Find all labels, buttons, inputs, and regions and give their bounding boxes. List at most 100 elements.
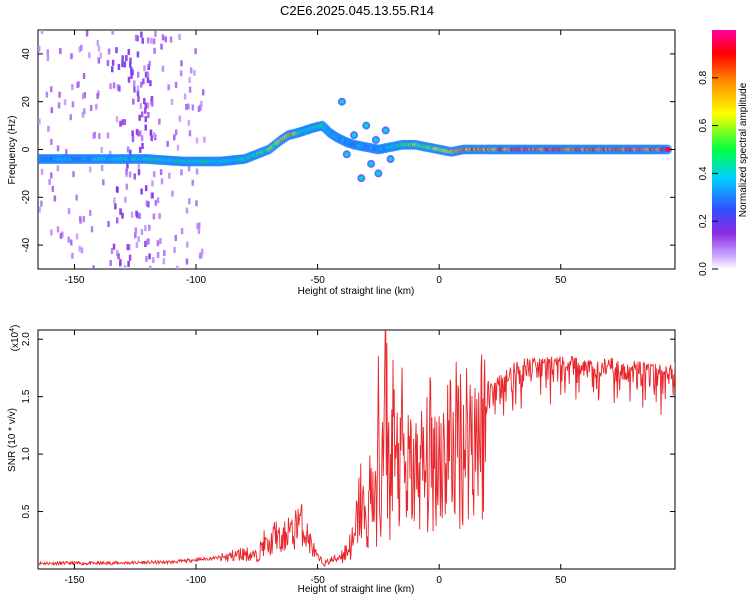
colorbar-gradient — [712, 30, 736, 269]
noise-speck-51 — [88, 209, 92, 216]
noise-speck-131 — [112, 243, 116, 250]
transition-blob-1 — [364, 123, 369, 128]
noise-speck-34 — [38, 206, 41, 213]
noise-speck-219 — [160, 43, 163, 50]
noise-speck-30 — [61, 231, 64, 238]
noise-speck-9 — [59, 48, 62, 55]
noise-speck-28 — [40, 168, 44, 175]
noise-speck-224 — [186, 241, 189, 248]
noise-speck-196 — [119, 208, 122, 215]
noise-speck-19 — [48, 178, 51, 185]
noise-speck-204 — [130, 67, 133, 74]
noise-speck-137 — [140, 111, 144, 118]
noise-speck-264 — [188, 198, 191, 205]
noise-speck-232 — [197, 106, 201, 113]
noise-speck-190 — [140, 31, 143, 38]
noise-speck-178 — [142, 78, 145, 85]
noise-speck-165 — [121, 119, 124, 126]
noise-speck-228 — [179, 70, 183, 77]
noise-speck-104 — [147, 238, 150, 245]
noise-speck-256 — [171, 190, 174, 197]
noise-speck-7 — [67, 236, 70, 243]
noise-speck-115 — [136, 212, 139, 219]
noise-speck-67 — [107, 48, 111, 55]
noise-speck-91 — [147, 64, 150, 71]
noise-speck-198 — [143, 65, 146, 72]
noise-speck-170 — [147, 112, 150, 119]
noise-speck-70 — [75, 233, 79, 240]
noise-speck-43 — [82, 216, 86, 223]
transition-blob-2 — [368, 161, 374, 166]
noise-speck-52 — [106, 132, 110, 139]
noise-speck-177 — [119, 120, 122, 127]
spectrogram-y-ticks: -40 -20 0 20 40 — [21, 48, 675, 252]
colorbar-label: Normalized spectral amplitude — [738, 82, 749, 217]
noise-speck-259 — [174, 129, 178, 136]
noise-speck-244 — [164, 36, 167, 43]
noise-speck-171 — [125, 170, 128, 177]
noise-speck-68 — [109, 259, 112, 266]
noise-speck-76 — [88, 166, 92, 173]
spectrogram-x-ticks: -150 -100 -50 0 50 — [64, 30, 567, 286]
colorbar-ticks: 0.0 0.2 0.4 0.6 0.8 — [698, 70, 718, 276]
transition-blob-0 — [351, 133, 357, 138]
noise-speck-143 — [112, 82, 116, 89]
noise-speck-122 — [146, 77, 150, 84]
colorbar-tick-label-1: 0.2 — [698, 214, 709, 228]
colorbar-tick-label-2: 0.4 — [698, 166, 709, 180]
noise-speck-145 — [111, 30, 114, 35]
spectrogram-marks — [38, 30, 673, 269]
noise-speck-211 — [194, 48, 197, 55]
noise-speck-249 — [167, 84, 170, 91]
noise-speck-262 — [161, 34, 165, 41]
noise-speck-42 — [95, 103, 98, 110]
noise-speck-195 — [149, 129, 153, 136]
noise-speck-176 — [115, 217, 119, 224]
noise-speck-251 — [152, 38, 156, 45]
noise-speck-23 — [56, 145, 60, 152]
transition-blob-4 — [383, 128, 388, 133]
noise-speck-272 — [162, 258, 166, 265]
noise-speck-267 — [185, 258, 189, 265]
noise-speck-50 — [83, 92, 87, 99]
noise-speck-241 — [173, 134, 176, 141]
transition-blob-6 — [339, 99, 345, 104]
noise-speck-245 — [188, 130, 192, 137]
snr-x-tick-label-1: -100 — [186, 575, 206, 586]
snr-y-axis-label: SNR (10 * v/v) — [7, 408, 18, 472]
noise-speck-193 — [111, 59, 115, 66]
noise-speck-173 — [126, 244, 129, 251]
noise-speck-56 — [97, 57, 101, 64]
noise-speck-138 — [133, 173, 136, 180]
noise-speck-107 — [148, 224, 151, 231]
noise-speck-20 — [50, 138, 53, 145]
noise-speck-212 — [200, 248, 204, 255]
noise-speck-97 — [115, 47, 118, 54]
noise-speck-208 — [138, 213, 141, 220]
noise-speck-142 — [111, 66, 114, 73]
noise-speck-65 — [83, 108, 86, 115]
colorbar-tick-label-0: 0.0 — [698, 262, 709, 276]
noise-speck-112 — [150, 135, 153, 142]
noise-speck-181 — [134, 34, 138, 41]
noise-speck-117 — [136, 71, 140, 78]
noise-speck-282 — [189, 67, 193, 74]
noise-speck-151 — [138, 146, 142, 153]
noise-speck-99 — [129, 57, 132, 64]
noise-speck-236 — [158, 213, 161, 220]
noise-speck-229 — [163, 250, 166, 257]
noise-speck-214 — [166, 140, 169, 147]
noise-speck-257 — [152, 171, 156, 178]
snr-y-multiplier: (x104) — [9, 325, 21, 352]
noise-speck-227 — [176, 144, 180, 151]
noise-speck-148 — [121, 61, 124, 68]
noise-speck-33 — [71, 84, 74, 91]
spectrogram-x-axis-label: Height of straight line (km) — [298, 286, 415, 297]
noise-speck-237 — [185, 207, 189, 214]
spectrogram-y-axis-label: Frequency (Hz) — [7, 116, 18, 185]
snr-x-axis-label: Height of straight line (km) — [298, 584, 415, 595]
transition-blob-7 — [344, 152, 349, 157]
snr-y-tick-label-2: 1.5 — [21, 389, 32, 403]
noise-speck-123 — [148, 60, 151, 67]
